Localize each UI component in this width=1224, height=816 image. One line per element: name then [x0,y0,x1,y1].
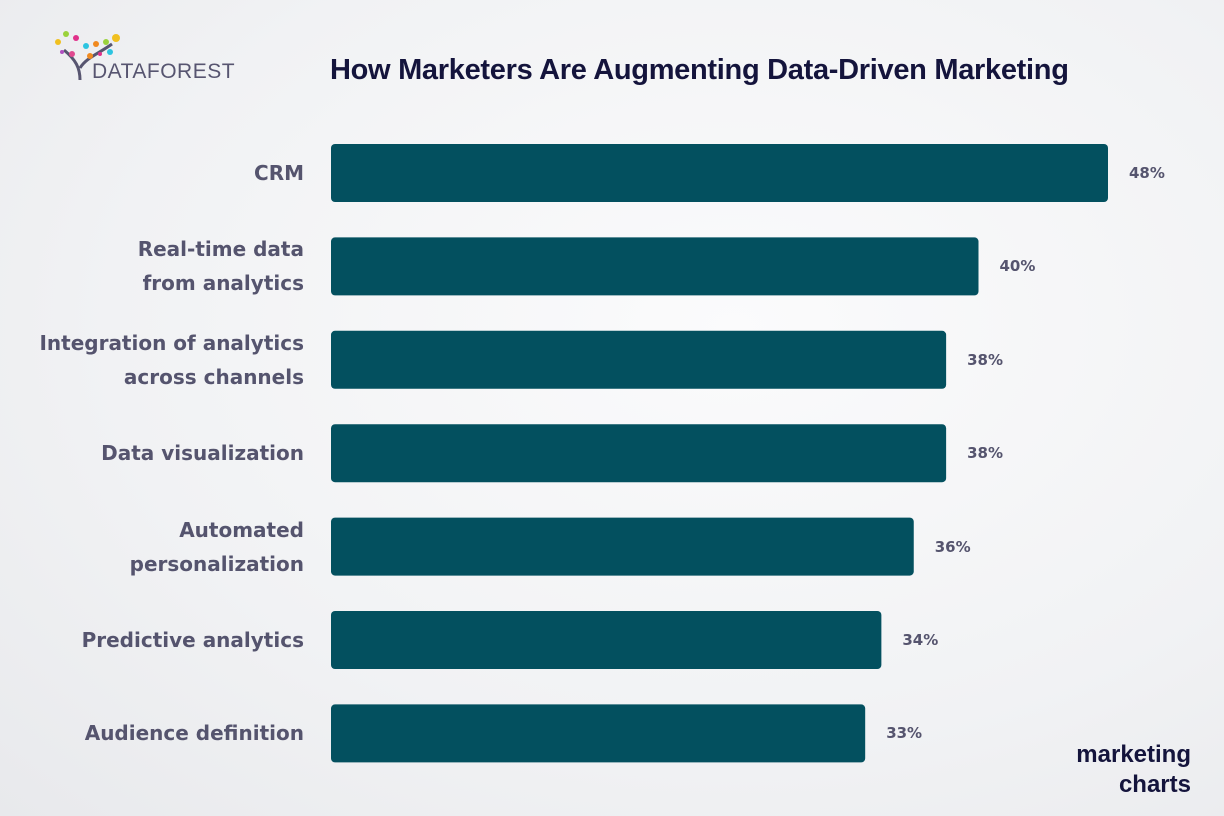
category-label: Real-time data from analytics [137,237,304,296]
category-label: Audience definition [84,721,304,746]
category-label: Predictive analytics [81,628,304,652]
category-label: Automated personalization [129,517,304,576]
category-label: Data visualization [101,441,304,466]
value-label: 40% [999,257,1036,276]
value-label: 33% [886,724,923,743]
bar [331,330,947,389]
logo-text: DATAFOREST [92,60,236,83]
value-label: 34% [902,631,939,649]
bar [331,704,866,763]
bar [331,237,979,296]
category-label: Integration of analytics across channels [39,330,304,389]
bar [331,611,882,669]
chart-title: How Marketers Are Augmenting Data-Driven… [330,54,1069,86]
bar [331,424,947,483]
bar [331,517,914,576]
value-label: 48% [1129,164,1165,182]
category-label: CRM [254,161,304,185]
dataforest-logo-icon [55,31,120,81]
value-label: 38% [967,444,1004,463]
marketingcharts-brand: marketing charts [1076,740,1191,800]
value-label: 36% [934,537,971,556]
value-label: 38% [967,350,1004,369]
brand-line2: charts [1118,771,1191,798]
brand-line1: marketing [1076,741,1191,768]
bar [331,144,1108,202]
